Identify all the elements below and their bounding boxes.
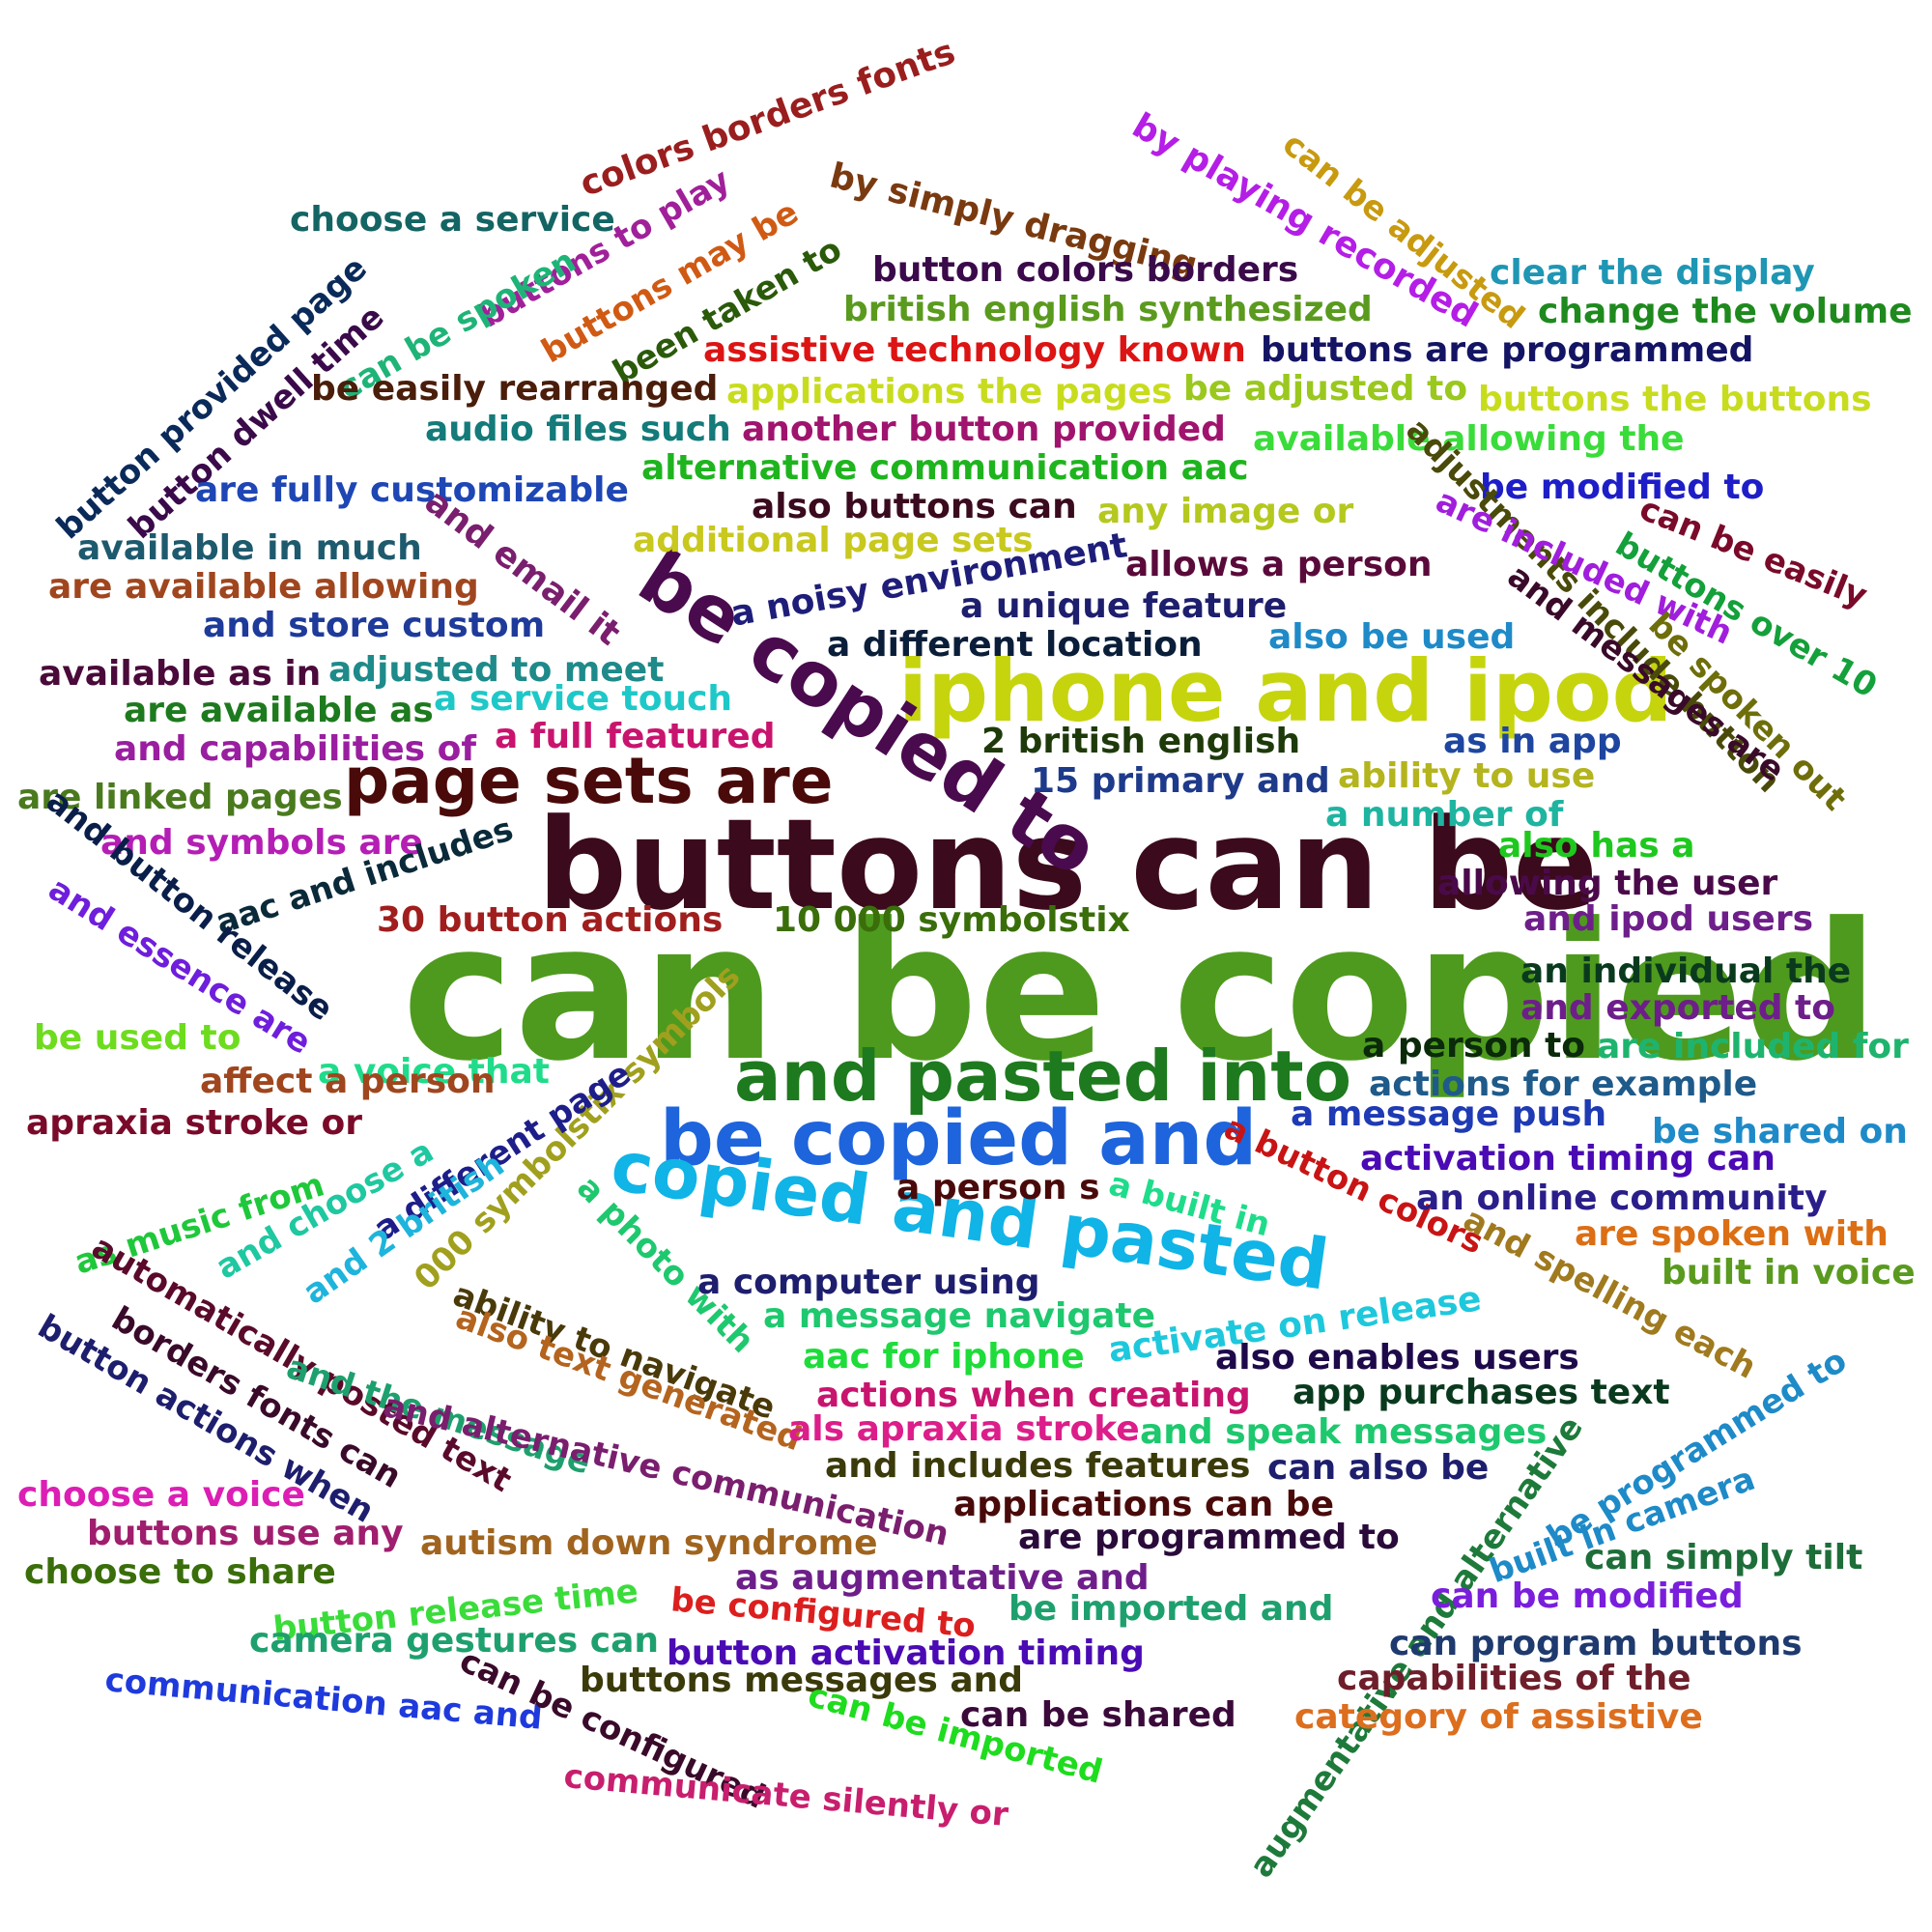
cloud-word: and symbols are xyxy=(100,823,423,863)
cloud-word: be modified to xyxy=(1480,468,1765,507)
cloud-word: adjusted to meet xyxy=(328,650,665,690)
cloud-word: additional page sets xyxy=(633,521,1034,560)
cloud-word: are spoken with xyxy=(1575,1214,1889,1254)
cloud-word: a voice that xyxy=(318,1052,550,1092)
cloud-word: affect a person xyxy=(200,1062,496,1101)
cloud-word: built in voice xyxy=(1662,1253,1916,1293)
cloud-word: a unique feature xyxy=(960,586,1288,626)
cloud-word: apraxia stroke or xyxy=(26,1103,363,1143)
cloud-word: camera gestures can xyxy=(249,1621,659,1661)
cloud-word: choose a service xyxy=(290,200,615,240)
cloud-word: clear the display xyxy=(1490,253,1815,293)
cloud-word: choose a voice xyxy=(17,1475,305,1515)
cloud-word: can be modified xyxy=(1431,1577,1744,1616)
cloud-word: any image or xyxy=(1097,492,1354,531)
cloud-word: can program buttons xyxy=(1389,1624,1803,1663)
cloud-word: are available as xyxy=(124,691,434,730)
cloud-word: and exported to xyxy=(1520,988,1835,1028)
cloud-word: be easily rearranged xyxy=(311,369,719,409)
cloud-word: audio files such xyxy=(425,410,731,449)
cloud-word: be adjusted to xyxy=(1183,369,1468,409)
cloud-word: british english synthesized xyxy=(843,290,1373,329)
cloud-word: buttons the buttons xyxy=(1478,380,1872,419)
cloud-word: als apraxia stroke xyxy=(788,1409,1140,1449)
cloud-word: communicate silently or xyxy=(562,1756,1010,1835)
cloud-word: a full featured xyxy=(495,717,776,756)
cloud-word: 30 button actions xyxy=(377,900,724,940)
cloud-word: activation timing can xyxy=(1360,1139,1776,1179)
cloud-word: iphone and ipod xyxy=(898,641,1673,741)
cloud-word: button activation timing xyxy=(667,1634,1145,1673)
cloud-word: are linked pages xyxy=(17,778,343,817)
cloud-word: capabilities of the xyxy=(1337,1659,1691,1698)
cloud-word: are included for xyxy=(1597,1027,1909,1066)
cloud-word: another button provided xyxy=(742,410,1226,449)
cloud-word: 15 primary and xyxy=(1031,761,1330,801)
cloud-word: actions for example xyxy=(1369,1065,1758,1104)
cloud-word: also buttons can xyxy=(752,487,1077,526)
cloud-word: app purchases text xyxy=(1293,1373,1670,1412)
cloud-word: applications the pages xyxy=(726,372,1173,412)
cloud-word: buttons messages and xyxy=(580,1661,1024,1700)
cloud-word: autism down syndrome xyxy=(420,1523,878,1563)
cloud-word: a different location xyxy=(827,625,1203,665)
cloud-word: a number of xyxy=(1325,795,1564,835)
cloud-word: allows a person xyxy=(1125,545,1433,584)
cloud-word: and includes features xyxy=(825,1446,1251,1486)
cloud-word: available in much xyxy=(77,528,422,568)
cloud-word: and ipod users xyxy=(1523,899,1814,939)
cloud-word: actions when creating xyxy=(816,1376,1251,1415)
cloud-word: applications can be xyxy=(953,1485,1334,1524)
cloud-word: allowing the user xyxy=(1437,864,1778,903)
cloud-word: available allowing the xyxy=(1253,419,1685,459)
cloud-word: be copied and xyxy=(660,1095,1258,1182)
cloud-word: as augmentative and xyxy=(735,1558,1150,1598)
cloud-word: buttons are programmed xyxy=(1261,330,1754,370)
cloud-word: can be shared xyxy=(960,1695,1236,1735)
cloud-word: available as in xyxy=(39,654,322,694)
cloud-word: and capabilities of xyxy=(114,729,477,769)
cloud-word: are programmed to xyxy=(1018,1518,1400,1557)
cloud-word: also be used xyxy=(1268,617,1516,657)
cloud-word: buttons use any xyxy=(87,1514,404,1553)
cloud-word: also enables users xyxy=(1215,1338,1579,1378)
cloud-word: as in app xyxy=(1443,722,1622,761)
cloud-word: be imported and xyxy=(1009,1589,1334,1629)
cloud-word: an individual the xyxy=(1520,952,1852,991)
cloud-word: can be copied xyxy=(402,883,1880,1103)
cloud-word: be used to xyxy=(34,1018,242,1058)
cloud-word: ability to use xyxy=(1338,756,1596,796)
cloud-word: are fully customizable xyxy=(195,470,629,510)
cloud-word: and speak messages xyxy=(1140,1412,1548,1452)
cloud-word: buttons can be xyxy=(537,791,1599,938)
cloud-word: and pasted into xyxy=(734,1036,1352,1117)
cloud-word: and store custom xyxy=(203,606,546,645)
cloud-word: a message navigate xyxy=(763,1296,1156,1336)
cloud-word: alternative communication aac xyxy=(641,448,1249,488)
cloud-word: are available allowing xyxy=(48,567,479,607)
cloud-word: button colors borders xyxy=(872,250,1299,290)
cloud-word: category of assistive xyxy=(1294,1697,1703,1737)
cloud-word: 2 british english xyxy=(981,722,1301,761)
cloud-word: change the volume xyxy=(1538,292,1913,331)
cloud-word: aac for iphone xyxy=(803,1337,1085,1377)
cloud-word: can also be xyxy=(1267,1448,1490,1488)
cloud-word: a message push xyxy=(1291,1094,1607,1134)
cloud-word: can simply tilt xyxy=(1584,1538,1863,1577)
cloud-word: an online community xyxy=(1416,1179,1828,1218)
cloud-word: 10 000 symbolstix xyxy=(773,900,1130,940)
cloud-word: a computer using xyxy=(697,1263,1040,1302)
cloud-word: a person s xyxy=(896,1168,1100,1208)
cloud-word: be shared on xyxy=(1652,1112,1908,1151)
cloud-word: choose to share xyxy=(24,1552,336,1592)
cloud-word: a service touch xyxy=(434,679,733,719)
cloud-word: page sets are xyxy=(344,744,834,818)
cloud-word: assistive technology known xyxy=(703,330,1246,370)
cloud-word: a person to xyxy=(1362,1026,1586,1065)
cloud-word: also has a xyxy=(1498,826,1695,866)
